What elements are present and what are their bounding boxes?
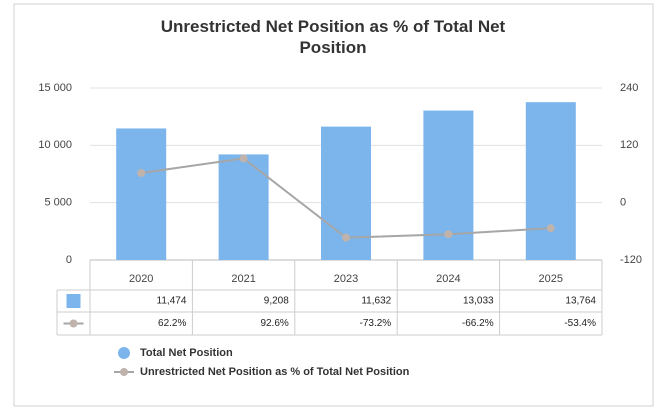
table-value: 92.6% <box>260 318 288 329</box>
legend-label: Total Net Position <box>140 347 233 359</box>
x-tick-label: 2025 <box>539 273 563 285</box>
y2-tick-label: -120 <box>620 254 642 266</box>
bar <box>116 128 167 260</box>
y-tick-label: 5 000 <box>44 197 72 209</box>
y-tick-label: 0 <box>66 254 72 266</box>
table-value: 9,208 <box>264 296 289 307</box>
marker <box>342 233 350 242</box>
table-value: -73.2% <box>360 318 392 329</box>
table-icon <box>66 294 81 308</box>
table-icon <box>69 319 78 328</box>
x-tick-label: 2023 <box>334 273 358 285</box>
table-value: 11,632 <box>361 296 391 307</box>
x-tick-label: 2020 <box>129 273 153 285</box>
chart-title: Unrestricted Net Position as % of Total … <box>160 17 506 57</box>
table-value: -66.2% <box>462 318 494 329</box>
frame <box>13 3 654 407</box>
legend-icon <box>118 347 130 359</box>
y2-tick-label: 0 <box>620 197 626 209</box>
marker <box>137 168 146 177</box>
marker <box>239 154 248 163</box>
y-tick-label: 10 000 <box>38 139 72 151</box>
legend-icon <box>120 368 128 376</box>
y-tick-label: 15 000 <box>38 82 72 94</box>
marker <box>444 230 453 239</box>
table-value: 62.2% <box>158 318 186 329</box>
table-value: 13,033 <box>463 296 494 307</box>
legend-label: Unrestricted Net Position as % of Total … <box>140 366 410 378</box>
table-value: -53.4% <box>564 318 596 329</box>
x-tick-label: 2024 <box>436 273 460 285</box>
y2-tick-label: 120 <box>620 139 638 151</box>
bar <box>525 102 576 261</box>
table-value: 13,764 <box>565 296 596 307</box>
table-value: 11,474 <box>157 296 187 307</box>
marker <box>546 224 555 233</box>
x-tick-label: 2021 <box>231 273 255 285</box>
y2-tick-label: 240 <box>620 82 638 94</box>
bar <box>218 154 269 260</box>
